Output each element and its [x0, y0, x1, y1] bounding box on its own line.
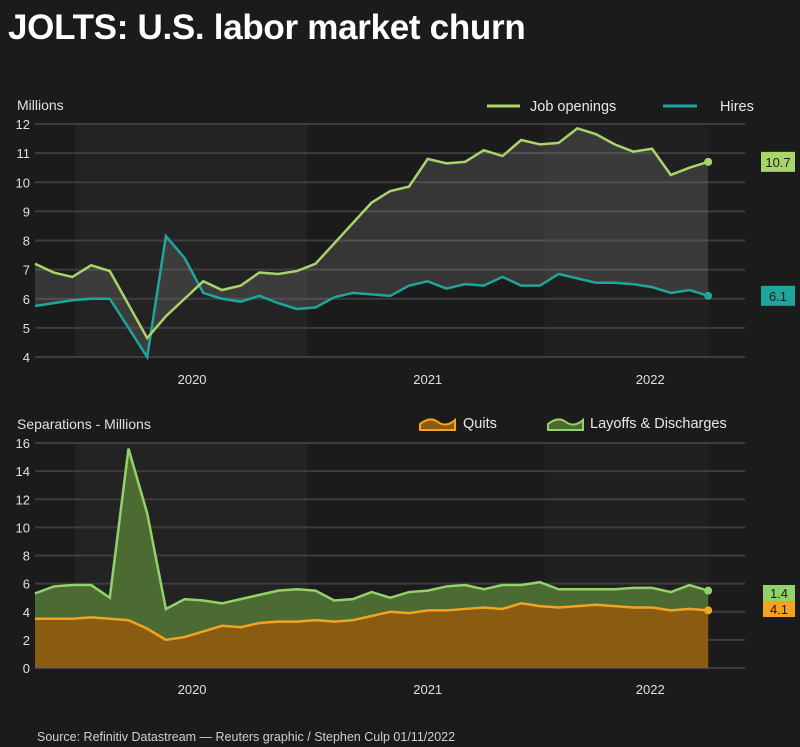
source-note: Source: Refinitiv Datastream — Reuters g…	[37, 730, 456, 744]
hires-point	[704, 291, 713, 300]
top-y-tick-label: 5	[23, 321, 30, 336]
top-y-axis-label: Millions	[17, 97, 64, 113]
quits-area	[35, 603, 709, 668]
top-y-tick-label: 7	[23, 263, 30, 278]
end-value-label: 1.4	[770, 586, 788, 601]
bottom-y-tick-label: 14	[16, 464, 30, 479]
top-y-tick-label: 9	[23, 204, 30, 219]
job-openings-point	[704, 157, 713, 166]
legend-swatch-layoffs	[547, 417, 584, 431]
top-x-tick-label: 2020	[178, 372, 207, 387]
bottom-y-tick-label: 12	[16, 492, 30, 507]
top-x-tick-label: 2022	[636, 372, 665, 387]
bottom-x-tick-label: 2021	[413, 682, 442, 697]
legend-swatch-quits	[419, 417, 456, 431]
quits-point	[704, 606, 713, 615]
top-y-tick-label: 4	[23, 350, 30, 365]
legend-label-job-openings: Job openings	[530, 99, 616, 115]
top-y-tick-label: 12	[16, 117, 30, 132]
chart-title: JOLTS: U.S. labor market churn	[8, 8, 526, 47]
end-value-badge	[763, 585, 795, 601]
end-value-label: 4.1	[770, 602, 788, 617]
bottom-y-axis-label: Separations - Millions	[17, 416, 151, 432]
legend-label-quits: Quits	[463, 416, 497, 432]
legend-label-layoffs: Layoffs & Discharges	[590, 416, 727, 432]
bottom-x-tick-label: 2020	[178, 682, 207, 697]
bottom-x-tick-label: 2022	[636, 682, 665, 697]
end-value-label: 6.1	[769, 289, 787, 304]
top-y-tick-label: 6	[23, 292, 30, 307]
end-value-badge	[761, 151, 795, 172]
layoffs-area	[35, 448, 709, 640]
top-y-tick-label: 8	[23, 234, 30, 249]
legend-label-hires: Hires	[720, 99, 754, 115]
top-y-tick-label: 10	[16, 175, 30, 190]
bottom-y-tick-label: 6	[23, 577, 30, 592]
bottom-y-tick-label: 16	[16, 436, 30, 451]
end-value-badge	[763, 601, 795, 617]
bottom-y-tick-label: 8	[23, 549, 30, 564]
bottom-y-tick-label: 0	[23, 661, 30, 676]
end-value-badge	[761, 285, 795, 306]
end-value-label: 10.7	[765, 155, 790, 170]
bottom-y-tick-label: 10	[16, 520, 30, 535]
top-x-tick-label: 2021	[413, 372, 442, 387]
bottom-y-tick-label: 2	[23, 633, 30, 648]
gap-area	[35, 128, 709, 357]
layoffs-point	[704, 586, 713, 595]
top-y-tick-label: 11	[17, 146, 31, 161]
bottom-y-tick-label: 4	[23, 605, 30, 620]
